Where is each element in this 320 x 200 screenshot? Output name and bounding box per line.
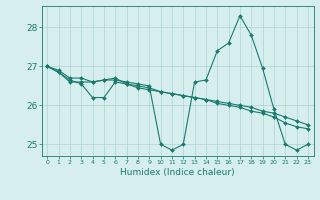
X-axis label: Humidex (Indice chaleur): Humidex (Indice chaleur) bbox=[120, 168, 235, 177]
